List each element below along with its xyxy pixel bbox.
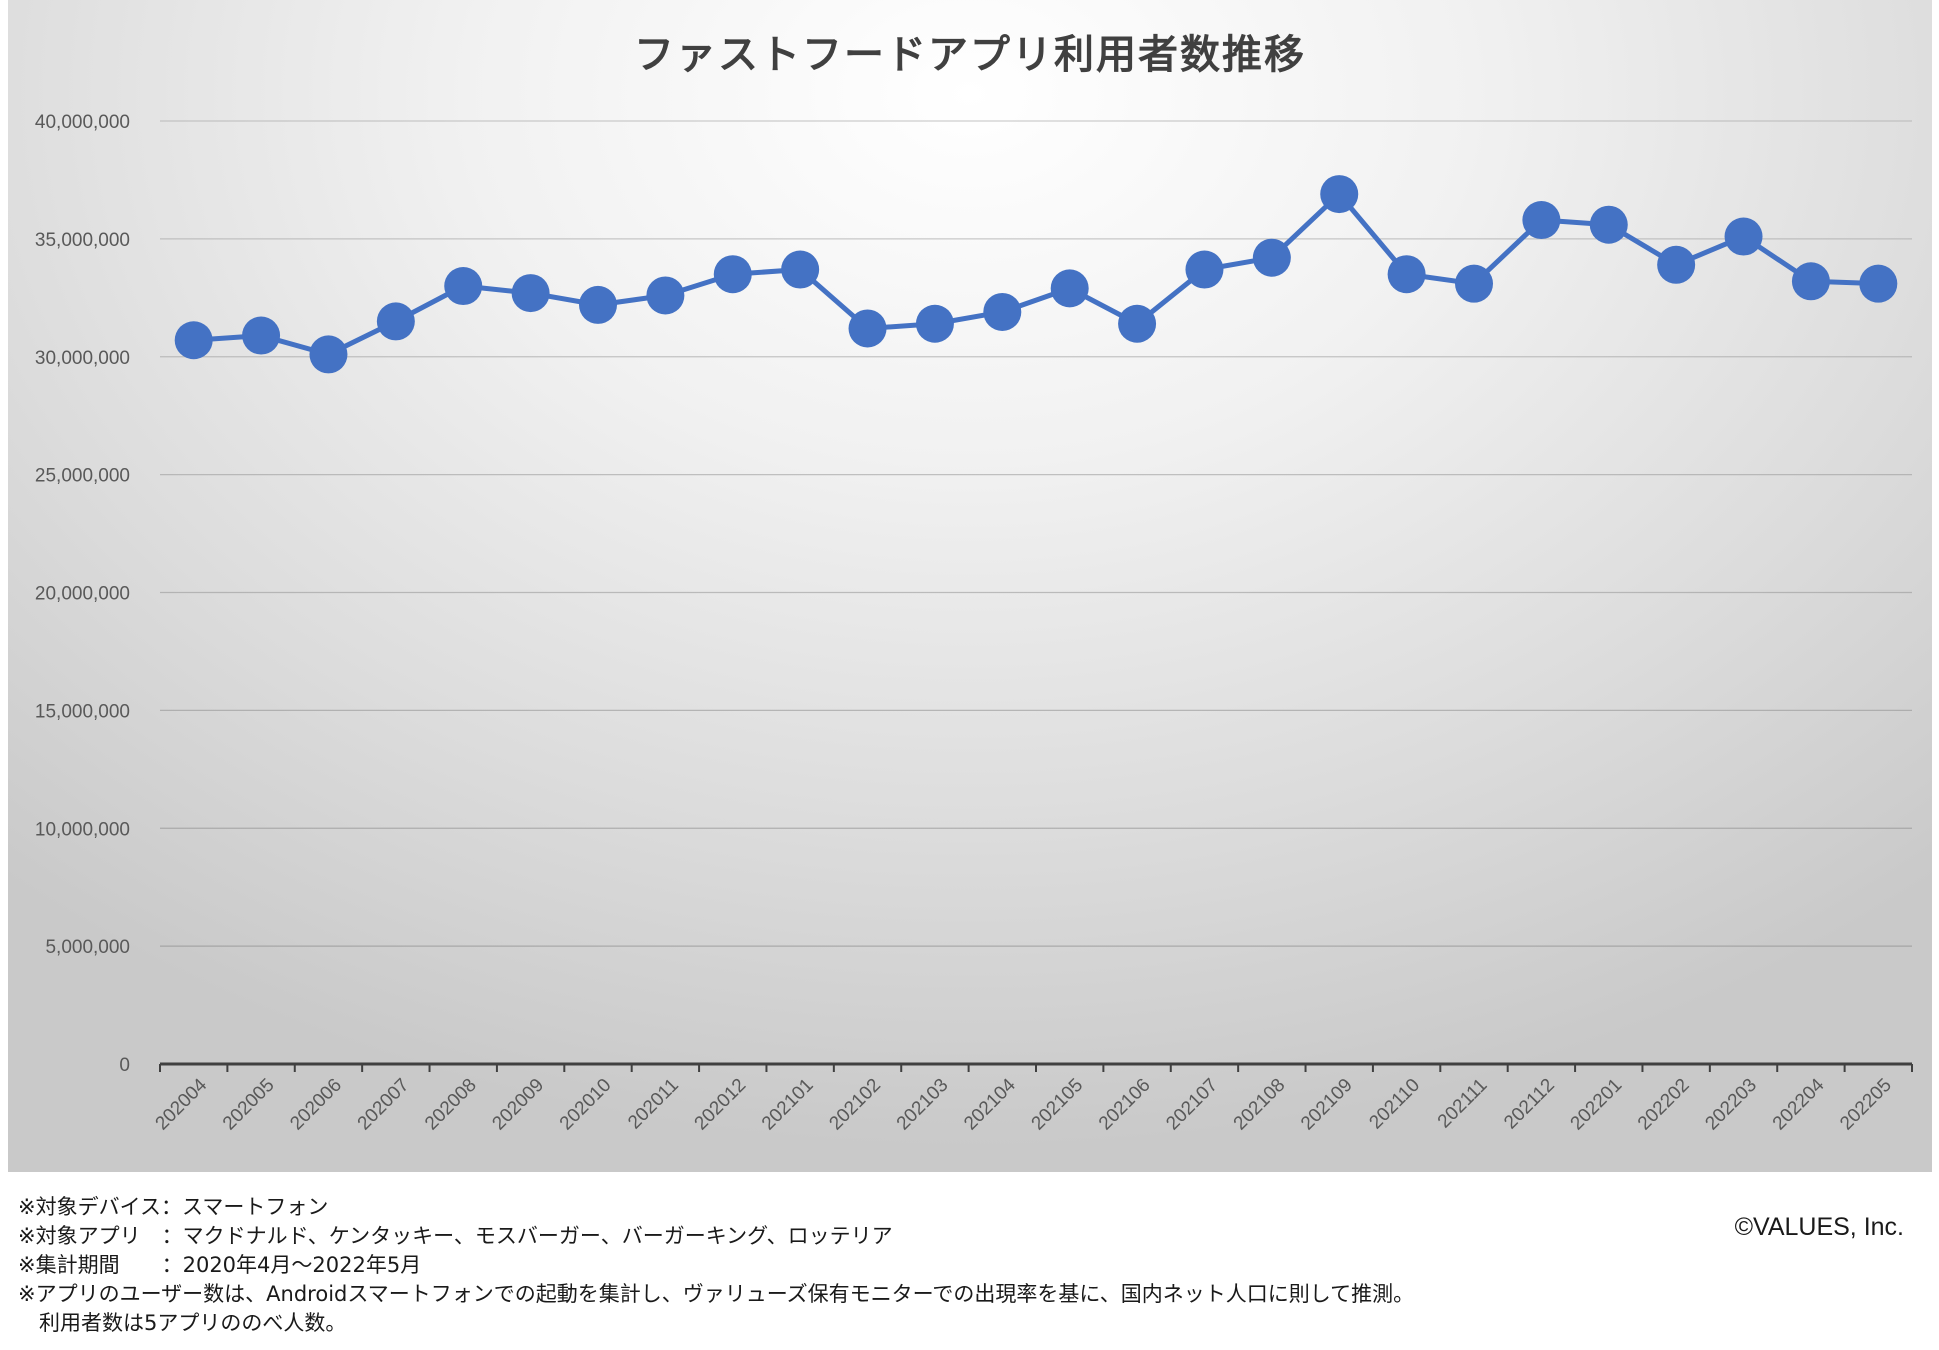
data-point [983, 292, 1022, 331]
x-tick-label: 202102 [825, 1075, 885, 1135]
x-tick-label: 202110 [1365, 1075, 1424, 1134]
data-point [1118, 304, 1157, 343]
y-tick-label: 25,000,000 [35, 466, 130, 487]
y-tick-label: 30,000,000 [35, 348, 130, 369]
data-point [1724, 217, 1763, 256]
y-tick-label: 40,000,000 [35, 112, 130, 133]
y-tick-label: 15,000,000 [35, 701, 130, 722]
x-tick-label: 202203 [1701, 1075, 1761, 1135]
y-tick-label: 10,000,000 [35, 819, 130, 840]
x-tick-label: 202109 [1297, 1075, 1357, 1135]
data-point [915, 304, 954, 343]
data-point [1252, 238, 1291, 277]
x-tick-label: 202006 [286, 1075, 346, 1135]
y-axis-ticks: 0 5,000,000 10,000,000 15,000,000 20,000,000… [35, 112, 130, 1076]
data-point [444, 267, 483, 306]
y-tick-label: 0 [119, 1055, 130, 1076]
x-tick-label: 202009 [488, 1075, 548, 1135]
x-tick-label: 202112 [1500, 1075, 1559, 1134]
x-axis [159, 1062, 1913, 1072]
chart-panel: ファストフードアプリ利用者数推移 0 5,000,000 10,000,000 15,… [8, 0, 1932, 1172]
x-tick-label: 202201 [1567, 1075, 1627, 1135]
note-total: 利用者数は5アプリののべ人数。 [18, 1311, 347, 1335]
y-tick-label: 35,000,000 [35, 230, 130, 251]
note-device: ※対象デバイス：スマートフォン [18, 1195, 329, 1219]
data-series [174, 175, 1898, 374]
x-tick-label: 202204 [1769, 1074, 1829, 1134]
data-point [713, 255, 752, 294]
note-period: ※集計期間 ：2020年4月～2022年5月 [18, 1253, 422, 1277]
x-tick-label: 202103 [893, 1075, 953, 1135]
data-point [242, 316, 281, 355]
x-tick-label: 202010 [556, 1075, 616, 1135]
x-tick-label: 202104 [960, 1074, 1020, 1134]
y-tick-label: 5,000,000 [45, 937, 130, 958]
x-tick-label: 202008 [421, 1075, 481, 1135]
x-tick-label: 202205 [1836, 1075, 1896, 1135]
y-tick-label: 20,000,000 [35, 584, 130, 605]
x-tick-label: 202106 [1095, 1075, 1155, 1135]
data-point [1589, 205, 1628, 244]
chart-title: ファストフードアプリ利用者数推移 [634, 32, 1306, 78]
footnotes: ※対象デバイス：スマートフォン ※対象アプリ ：マクドナルド、ケンタッキー、モス… [18, 1193, 1718, 1338]
data-point [1185, 250, 1224, 289]
x-tick-label: 202107 [1162, 1075, 1222, 1135]
data-point [1387, 255, 1426, 294]
data-point [781, 250, 820, 289]
data-point [1859, 264, 1898, 303]
x-tick-label: 202105 [1028, 1075, 1088, 1135]
x-tick-label: 202101 [758, 1075, 818, 1135]
data-point [646, 276, 685, 315]
x-tick-label: 202012 [691, 1075, 751, 1135]
data-point [309, 335, 348, 374]
data-point [1050, 269, 1089, 308]
copyright: ©VALUES, Inc. [1734, 1213, 1904, 1241]
data-point [1657, 245, 1696, 284]
x-tick-label: 202007 [354, 1075, 414, 1135]
x-tick-label: 202004 [152, 1074, 212, 1134]
data-point [376, 302, 415, 341]
x-tick-label: 202005 [219, 1075, 279, 1135]
note-method: ※アプリのユーザー数は、Androidスマートフォンでの起動を集計し、ヴァリュー… [18, 1282, 1415, 1306]
x-tick-label: 202111 [1434, 1075, 1492, 1133]
x-axis-ticks: 202004 202005 202006 202007 202008 202009 2020… [152, 1074, 1896, 1134]
gridlines [160, 120, 1912, 947]
x-tick-label: 202011 [624, 1075, 683, 1134]
data-point [1522, 201, 1561, 240]
data-point [511, 274, 550, 313]
data-point [1320, 175, 1359, 214]
data-point [579, 285, 617, 324]
line-chart: ファストフードアプリ利用者数推移 0 5,000,000 10,000,000 15,… [35, 32, 1913, 1134]
data-point [1455, 264, 1493, 303]
data-point [1791, 262, 1830, 301]
data-point [174, 321, 213, 360]
x-tick-label: 202202 [1634, 1075, 1694, 1135]
note-apps: ※対象アプリ ：マクドナルド、ケンタッキー、モスバーガー、バーガーキング、ロッテ… [18, 1224, 893, 1248]
x-tick-label: 202108 [1230, 1075, 1290, 1135]
data-point [848, 309, 887, 348]
